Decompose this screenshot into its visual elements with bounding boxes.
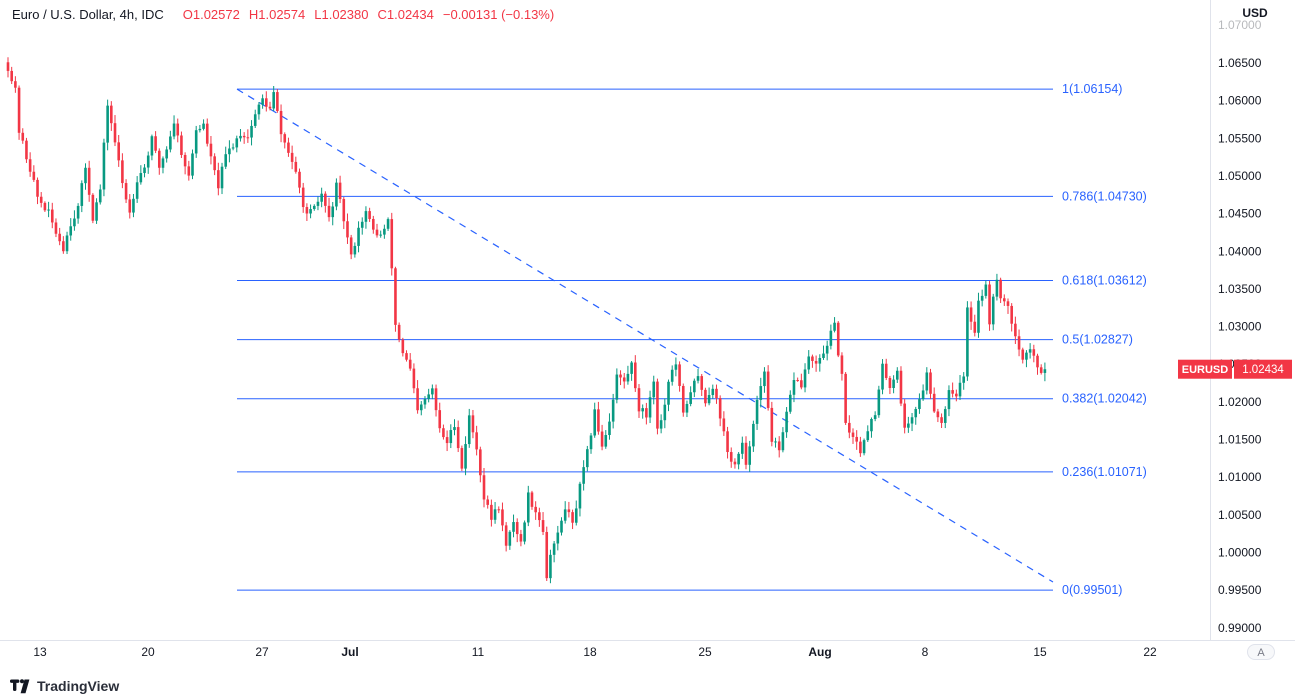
- price-tick-label: 1.00500: [1218, 508, 1262, 522]
- price-tick-label: 1.03000: [1218, 320, 1262, 334]
- time-tick-label: Aug: [808, 645, 831, 659]
- time-tick-label: 8: [922, 645, 929, 659]
- price-tick-label: 0.99000: [1218, 621, 1262, 635]
- time-tick-label: 20: [141, 645, 155, 659]
- fib-level-label: 0.786(1.04730): [1062, 189, 1147, 203]
- time-scale[interactable]: 13 20 27 Jul 11 18 25 Aug 8 15 22: [33, 645, 1157, 659]
- price-scale-currency[interactable]: USD: [1218, 6, 1292, 20]
- tradingview-attribution[interactable]: TradingView: [10, 676, 119, 696]
- time-tick-label: 27: [255, 645, 269, 659]
- time-tick-label: 22: [1143, 645, 1157, 659]
- fibonacci-retracement[interactable]: 1(1.06154) 0.786(1.04730) 0.618(1.03612) 0.…: [237, 82, 1147, 597]
- close-label: C: [377, 7, 387, 22]
- symbol-badge-label: EURUSD: [1182, 364, 1229, 376]
- candles-layer[interactable]: [6, 57, 1047, 584]
- symbol-title[interactable]: Euro / U.S. Dollar, 4h, IDC: [12, 7, 164, 22]
- price-scale[interactable]: 1.06500 1.06000 1.05500 1.05000 1.04500 1.040…: [1218, 56, 1262, 635]
- last-price-badge: EURUSD 1.02434: [1178, 359, 1292, 379]
- time-tick-label: Jul: [341, 645, 358, 659]
- price-tick-label: 1.06000: [1218, 94, 1262, 108]
- fib-level-label: 0(0.99501): [1062, 583, 1122, 597]
- trendline-dashed[interactable]: [236, 88, 1054, 583]
- price-tick-faded: 1.07000: [1218, 18, 1262, 32]
- change-value: −0.00131 (−0.13%): [442, 7, 555, 22]
- time-tick-label: 13: [33, 645, 47, 659]
- fib-level-label: 0.236(1.01071): [1062, 465, 1147, 479]
- price-tick-label: 1.03500: [1218, 282, 1262, 296]
- open-label: O: [182, 7, 193, 22]
- axis-borders: [0, 0, 1295, 641]
- price-tick-label: 0.99500: [1218, 583, 1262, 597]
- high-label: H: [248, 7, 259, 22]
- time-tick-label: 15: [1033, 645, 1047, 659]
- price-tick-label: 1.04500: [1218, 207, 1262, 221]
- fib-level-label: 0.5(1.02827): [1062, 333, 1133, 347]
- tradingview-logo-icon: [10, 678, 30, 693]
- fib-level-label: 0.382(1.02042): [1062, 392, 1147, 406]
- fib-level-label: 1(1.06154): [1062, 82, 1122, 96]
- price-tick-label: 1.04000: [1218, 244, 1262, 258]
- trendline[interactable]: [236, 88, 1054, 583]
- price-tick-label: 1.05500: [1218, 131, 1262, 145]
- price-tick-label: 1.06500: [1218, 56, 1262, 70]
- auto-scale-button[interactable]: A: [1247, 644, 1275, 660]
- chart-legend: Euro / U.S. Dollar, 4h, IDC O1.02572 H1.02…: [12, 7, 554, 22]
- price-tick-label: 1.01500: [1218, 433, 1262, 447]
- price-tick-label: 1.05000: [1218, 169, 1262, 183]
- symbol-badge: [1178, 359, 1232, 379]
- open-value: 1.02572: [192, 7, 240, 22]
- close-value: 1.02434: [386, 7, 434, 22]
- price-tick-label: 1.01000: [1218, 470, 1262, 484]
- time-tick-label: 18: [583, 645, 597, 659]
- fib-level-label: 0.618(1.03612): [1062, 274, 1147, 288]
- brand-name: TradingView: [37, 678, 120, 694]
- price-badge: [1234, 359, 1292, 379]
- price-tick-label: 1.02000: [1218, 395, 1262, 409]
- low-label: L: [314, 7, 322, 22]
- price-tick-label: 1.00000: [1218, 545, 1262, 559]
- low-value: 1.02380: [321, 7, 369, 22]
- high-value: 1.02574: [258, 7, 306, 22]
- time-tick-label: 25: [698, 645, 712, 659]
- price-badge-value: 1.02434: [1242, 364, 1284, 376]
- time-tick-label: 11: [472, 645, 485, 659]
